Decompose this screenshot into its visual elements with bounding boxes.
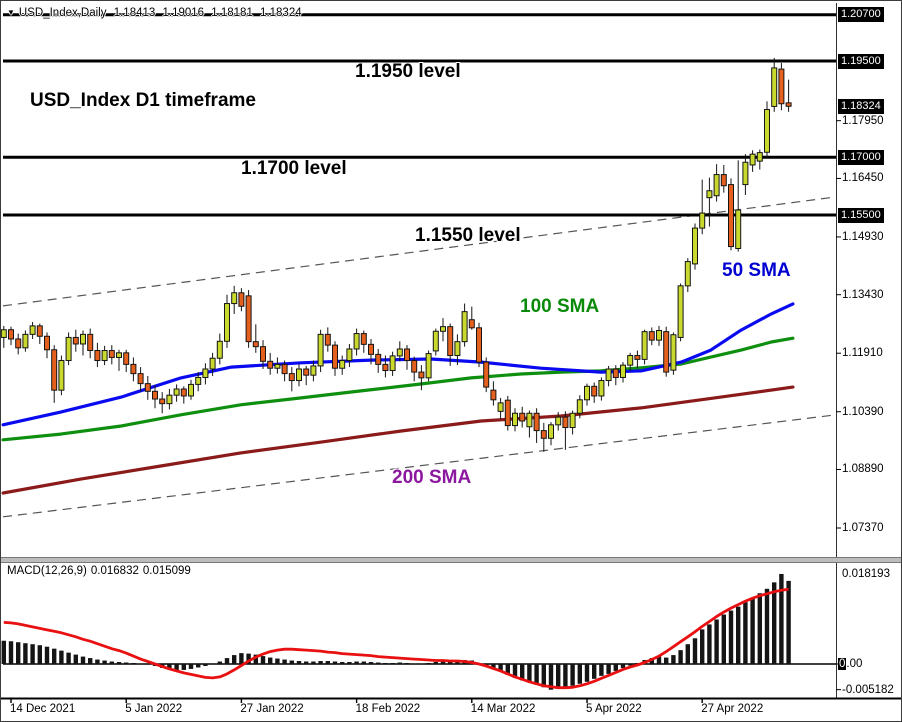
macd-histogram — [1, 573, 791, 690]
symbol-title: ▼ USD_Index,Daily 1.18413 1.19016 1.18181… — [7, 7, 306, 19]
annotation-sma100: 100 SMA — [520, 296, 600, 317]
price-tag-label: 1.15500 — [838, 207, 884, 223]
macd-indicator-label: MACD(12,26,9) 0.016832 0.015099 — [7, 565, 195, 577]
trend-channel — [2, 196, 837, 518]
price-tick-label: 1.10390 — [842, 405, 884, 418]
ohlc-close: 1.18324 — [260, 7, 302, 19]
annotation-sma50: 50 SMA — [722, 260, 791, 281]
macd-zero-label: 0.00 — [838, 658, 863, 670]
macd-signal-value: 0.015099 — [142, 565, 191, 577]
macd-max-label: 0.018193 — [842, 567, 890, 580]
annotation-level-1700: 1.1700 level — [241, 158, 347, 179]
macd-signal-line — [3, 587, 789, 690]
time-axis-label: 18 Feb 2022 — [355, 703, 421, 715]
pane-borders — [1, 3, 901, 700]
ohlc-open: 1.18413 — [113, 7, 156, 19]
price-tag-label: 1.17000 — [838, 149, 884, 165]
price-tick-label: 1.08890 — [842, 463, 884, 476]
pane-divider[interactable] — [1, 557, 901, 563]
price-tick-label: 1.16450 — [842, 172, 884, 185]
macd-name: MACD(12,26,9) — [7, 565, 87, 577]
annotation-sma200: 200 SMA — [392, 467, 472, 488]
time-axis-label: 27 Jan 2022 — [240, 703, 304, 715]
macd-zero-chip: 0 — [838, 658, 847, 670]
macd-min-label: -0.005182 — [842, 683, 894, 696]
horizontal-level-lines — [3, 13, 836, 217]
time-axis-label: 5 Apr 2022 — [586, 703, 642, 715]
time-axis-label: 5 Jan 2022 — [125, 703, 183, 715]
sma-200-line — [1, 385, 795, 495]
sma-100-line — [1, 336, 795, 442]
price-tick-label: 1.17950 — [842, 114, 884, 127]
axis-ticks — [10, 120, 841, 703]
price-tag-label: 1.18324 — [838, 98, 884, 114]
symbol-period-label: USD_Index,Daily — [18, 7, 107, 19]
price-tag-label: 1.19500 — [838, 53, 884, 69]
price-tag-label: 1.20700 — [838, 7, 884, 23]
price-tick-label: 1.13430 — [842, 288, 884, 301]
annotation-timeframe: USD_Index D1 timeframe — [30, 90, 256, 111]
ohlc-low: 1.18181 — [211, 7, 253, 19]
annotation-level-1950: 1.1950 level — [355, 61, 461, 82]
price-tick-label: 1.14930 — [842, 230, 884, 243]
ohlc-high: 1.19016 — [162, 7, 205, 19]
symbol-dropdown-icon[interactable]: ▼ — [7, 8, 15, 17]
price-tick-label: 1.07370 — [842, 522, 884, 534]
time-axis-label: 14 Mar 2022 — [470, 703, 536, 715]
time-axis-label: 14 Dec 2021 — [10, 703, 76, 715]
time-axis-label: 27 Apr 2022 — [701, 703, 764, 715]
annotation-level-1550: 1.1550 level — [415, 225, 521, 246]
candlestick-series — [1, 57, 792, 452]
macd-value: 0.016832 — [90, 565, 139, 577]
price-tick-label: 1.11910 — [842, 347, 883, 360]
